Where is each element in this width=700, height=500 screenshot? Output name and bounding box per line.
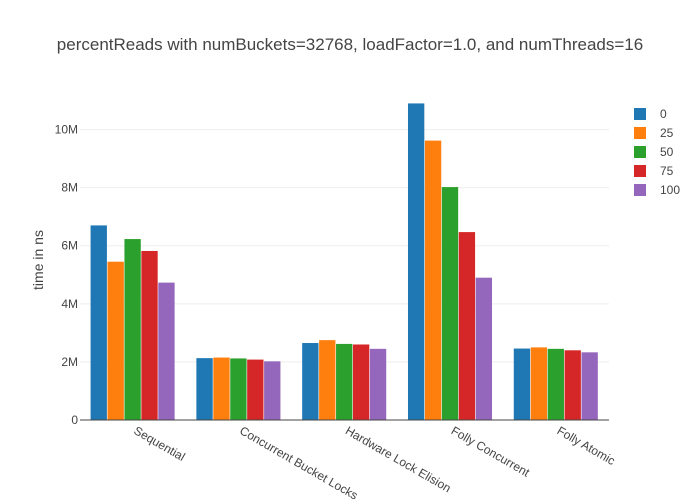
bar-sequential-series-100[interactable]: [158, 282, 175, 420]
legend-item-100[interactable]: 100: [634, 183, 680, 197]
x-tick-label: Concurrent Bucket Locks: [237, 423, 360, 500]
bar-concurrent-bucket-locks-series-75[interactable]: [247, 359, 264, 420]
bar-folly-concurrent-series-0[interactable]: [407, 103, 425, 421]
legend-item-0[interactable]: 0: [634, 107, 667, 121]
bar-folly-atomic-series-0[interactable]: [513, 348, 531, 420]
bar-concurrent-bucket-locks-series-100[interactable]: [264, 361, 281, 420]
legend-swatch: [634, 127, 646, 139]
legend-label: 0: [660, 107, 667, 121]
legend-label: 25: [660, 126, 674, 140]
bar-folly-concurrent-series-100[interactable]: [475, 277, 493, 420]
legend-swatch: [634, 108, 646, 120]
legend-item-50[interactable]: 50: [634, 145, 674, 159]
y-tick-label: 4M: [61, 297, 78, 311]
y-tick-label: 8M: [61, 181, 78, 195]
x-tick-label: Folly Concurrent: [449, 423, 533, 479]
bar-hardware-lock-elision-series-75[interactable]: [352, 344, 370, 420]
bar-hardware-lock-elision-series-100[interactable]: [369, 348, 387, 420]
y-tick-label: 10M: [55, 123, 78, 137]
legend-swatch: [634, 165, 646, 177]
legend-swatch: [634, 146, 646, 158]
y-tick-label: 2M: [61, 355, 78, 369]
bar-folly-atomic-series-75[interactable]: [564, 350, 581, 420]
legend-label: 50: [660, 145, 674, 159]
bar-folly-atomic-series-25[interactable]: [530, 347, 548, 420]
bar-folly-concurrent-series-25[interactable]: [424, 140, 442, 420]
x-tick-label: Sequential: [131, 423, 187, 463]
legend-item-25[interactable]: 25: [634, 126, 674, 140]
legend-label: 100: [660, 183, 680, 197]
chart-title: percentReads with numBuckets=32768, load…: [57, 35, 643, 54]
bar-folly-atomic-series-50[interactable]: [547, 348, 564, 420]
bar-sequential-series-25[interactable]: [107, 261, 124, 420]
y-tick-label: 6M: [61, 239, 78, 253]
bar-sequential-series-0[interactable]: [90, 225, 107, 420]
legend-label: 75: [660, 164, 674, 178]
y-axis-title: time in ns: [30, 230, 46, 290]
bar-folly-concurrent-series-75[interactable]: [458, 232, 476, 420]
bar-folly-concurrent-series-50[interactable]: [441, 187, 459, 420]
x-axis-ticks: Sequential Concurrent Bucket LocksHardwar…: [131, 423, 617, 500]
x-tick-label: Hardware Lock Elision: [343, 423, 453, 495]
x-tick-label: Folly Atomic: [555, 423, 618, 467]
bar-sequential-series-75[interactable]: [141, 250, 158, 420]
bar-hardware-lock-elision-series-25[interactable]: [319, 340, 336, 420]
bars: [90, 103, 598, 421]
y-axis-ticks: 0 2M 4M 6M 8M 10M: [55, 123, 79, 427]
y-tick-label: 0: [71, 413, 78, 427]
bar-concurrent-bucket-locks-series-50[interactable]: [230, 358, 247, 420]
bar-concurrent-bucket-locks-series-25[interactable]: [213, 357, 230, 420]
bar-concurrent-bucket-locks-series-0[interactable]: [196, 358, 213, 420]
bar-sequential-series-50[interactable]: [124, 239, 141, 420]
bar-folly-atomic-series-100[interactable]: [581, 352, 598, 420]
bar-hardware-lock-elision-series-0[interactable]: [302, 343, 319, 420]
legend-swatch: [634, 184, 646, 196]
legend[interactable]: 0 25 50 75 100: [634, 107, 680, 197]
bar-hardware-lock-elision-series-50[interactable]: [336, 343, 353, 420]
legend-item-75[interactable]: 75: [634, 164, 674, 178]
